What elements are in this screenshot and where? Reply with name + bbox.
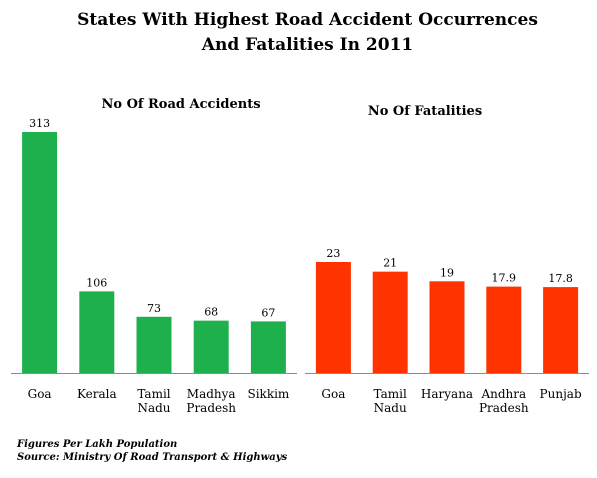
bar-2-3 <box>429 281 465 373</box>
bar-2-4 <box>486 286 522 373</box>
category-label-1-3: Tamil Nadu <box>137 387 170 415</box>
value-label-1-2: 106 <box>86 276 107 289</box>
value-label-2-5: 17.8 <box>548 272 573 285</box>
category-label-1-5: Sikkim <box>247 387 289 401</box>
value-label-1-4: 68 <box>204 306 218 319</box>
bar-1-3 <box>136 316 172 373</box>
category-label-2-3: Haryana <box>421 387 473 401</box>
value-label-1-5: 67 <box>261 306 275 319</box>
bar-1-4 <box>193 320 229 373</box>
value-label-2-2: 21 <box>383 257 397 270</box>
category-label-2-4: Andhra Pradesh <box>479 387 529 415</box>
footnote-source: Source: Ministry Of Road Transport & Hig… <box>17 452 288 463</box>
bar-2-1 <box>315 262 351 373</box>
category-label-2-5: Punjab <box>540 387 582 401</box>
chart-title-line-1: States With Highest Road Accident Occurr… <box>77 10 538 30</box>
value-label-2-1: 23 <box>326 247 340 260</box>
category-label-2-1: Goa <box>321 387 345 401</box>
chart-title: States With Highest Road Accident Occurr… <box>0 8 597 58</box>
footnote-population: Figures Per Lakh Population <box>17 439 178 450</box>
chart-title-line-2: And Fatalities In 2011 <box>201 35 414 55</box>
value-label-1-3: 73 <box>147 302 161 315</box>
category-label-2-2: Tamil Nadu <box>374 387 407 415</box>
category-label-1-1: Goa <box>28 387 52 401</box>
category-label-1-2: Kerala <box>77 387 117 401</box>
panel-title-1: No Of Road Accidents <box>101 97 260 112</box>
category-label-1-4: Madhya Pradesh <box>186 387 236 415</box>
value-label-1-1: 313 <box>29 117 50 130</box>
bar-1-5 <box>250 321 286 373</box>
bar-2-2 <box>372 271 408 373</box>
bar-1-1 <box>22 132 58 373</box>
value-label-2-3: 19 <box>440 266 454 279</box>
bar-1-2 <box>79 291 115 373</box>
panel-title-2: No Of Fatalities <box>368 104 482 119</box>
bar-2-5 <box>543 287 579 373</box>
value-label-2-4: 17.9 <box>492 272 517 285</box>
